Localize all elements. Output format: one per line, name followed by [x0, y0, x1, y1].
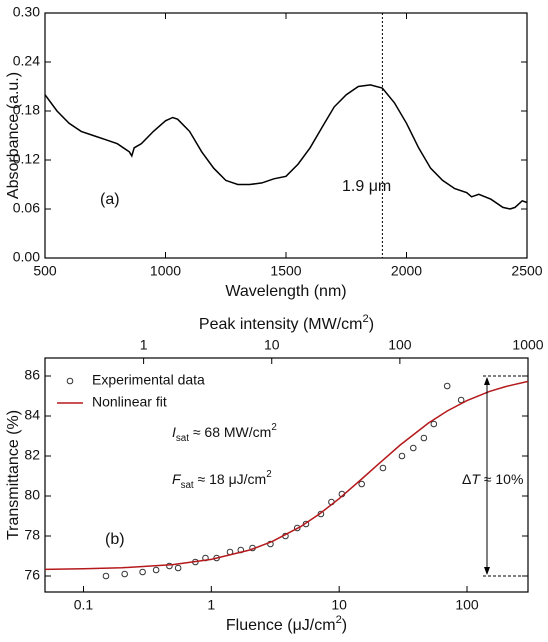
y-tick-label: 78 — [24, 527, 40, 543]
annotation-part: ≈ 68 MW/cm — [189, 424, 271, 440]
y-tick-label: 80 — [24, 487, 40, 503]
y-tick-label: 0.24 — [13, 53, 40, 69]
annotation-part: sat — [176, 433, 189, 444]
y-tick-label: 0.18 — [13, 102, 40, 118]
x2-tick-label: 1000 — [512, 337, 543, 353]
x-axis-label-part: Fluence (μJ/cm — [226, 617, 336, 634]
y-tick-label: 0.06 — [13, 200, 40, 216]
y-tick-label: 0.12 — [13, 151, 40, 167]
x-axis-label-part: Wavelength (nm) — [225, 283, 346, 300]
data-point — [398, 452, 406, 460]
annotation: 1.9 μm — [342, 178, 391, 195]
annotation: (b) — [105, 531, 125, 548]
annotation-part: 1.9 μm — [342, 178, 391, 195]
plot-frame — [44, 12, 528, 259]
data-point — [443, 382, 451, 390]
y-tick-label: 82 — [24, 447, 40, 463]
y-axis-label: Transmittance (%) — [5, 410, 22, 540]
x-axis-label: Fluence (μJ/cm2) — [226, 614, 347, 634]
x-tick-label: 100 — [455, 597, 479, 613]
legend-swatch — [66, 377, 74, 385]
x-tick-label: 10 — [331, 597, 347, 613]
x2-tick-label: 1 — [140, 337, 148, 353]
legend-label: Experimental data — [92, 372, 205, 388]
x-tick-label: 0.1 — [74, 597, 94, 613]
annotation-part: sat — [181, 480, 194, 491]
x-tick-label: 1 — [207, 597, 215, 613]
x2-axis-label-part: ) — [369, 316, 374, 333]
x2-axis-label-part: 2 — [363, 313, 369, 325]
x-tick-label: 1500 — [270, 263, 301, 279]
y-tick-label: 86 — [24, 367, 40, 383]
data-point — [358, 480, 365, 488]
annotation-part: (a) — [100, 191, 120, 208]
y-tick-label: 76 — [24, 567, 40, 583]
x-tick-label: 500 — [33, 263, 57, 279]
annotation: ΔT ≈ 10% — [462, 471, 523, 487]
data-point — [409, 444, 417, 452]
data-point — [293, 524, 301, 532]
data-point — [420, 434, 428, 442]
x2-axis-label-part: Peak intensity (MW/cm — [199, 316, 363, 333]
x-tick-label: 2500 — [511, 263, 542, 279]
data-point — [457, 396, 465, 404]
data-line — [44, 84, 528, 210]
data-point — [302, 520, 310, 528]
annotation: (a) — [100, 191, 120, 208]
y-tick-label: 0.30 — [13, 4, 40, 20]
y-tick-label: 84 — [24, 407, 40, 423]
annotation-part: 2 — [266, 469, 271, 480]
y-axis-label: Absorbance (a.u.) — [5, 72, 22, 199]
annotation-part: ≈ 18 μJ/cm — [194, 471, 267, 487]
data-point — [166, 562, 173, 570]
x-axis-label: Wavelength (nm) — [225, 283, 346, 300]
fit-line — [44, 380, 529, 571]
x-axis-label-part: ) — [342, 617, 347, 634]
data-point — [430, 420, 438, 428]
annotation-part: I — [172, 424, 176, 440]
data-point — [139, 568, 146, 576]
x2-tick-label: 10 — [264, 337, 280, 353]
data-point — [174, 564, 182, 572]
annotation: Fsat ≈ 18 μJ/cm2 — [172, 469, 272, 491]
data-point — [121, 570, 128, 578]
plot-frame — [44, 357, 529, 593]
annotation-part: F — [172, 471, 182, 487]
annotation-part: (b) — [105, 531, 125, 548]
data-point — [102, 572, 110, 580]
annotation-part: T — [471, 471, 481, 487]
data-point — [379, 464, 387, 472]
x-axis-label-part: 2 — [336, 614, 342, 626]
annotation-part: ≈ 10% — [480, 471, 523, 487]
x2-axis-label: Peak intensity (MW/cm2) — [199, 313, 374, 333]
y-axis-label-part: Transmittance (%) — [5, 410, 22, 540]
annotation-part: Δ — [462, 471, 471, 487]
data-point — [152, 566, 160, 574]
x-tick-label: 1000 — [150, 263, 181, 279]
annotation-part: 2 — [271, 422, 276, 433]
y-tick-label: 0.00 — [13, 249, 40, 265]
x2-tick-label: 100 — [388, 337, 412, 353]
x-tick-label: 2000 — [391, 263, 422, 279]
y-axis-label-part: Absorbance (a.u.) — [5, 72, 22, 199]
annotation: Isat ≈ 68 MW/cm2 — [172, 422, 277, 444]
data-point — [267, 540, 274, 548]
legend-label: Nonlinear fit — [92, 394, 167, 410]
